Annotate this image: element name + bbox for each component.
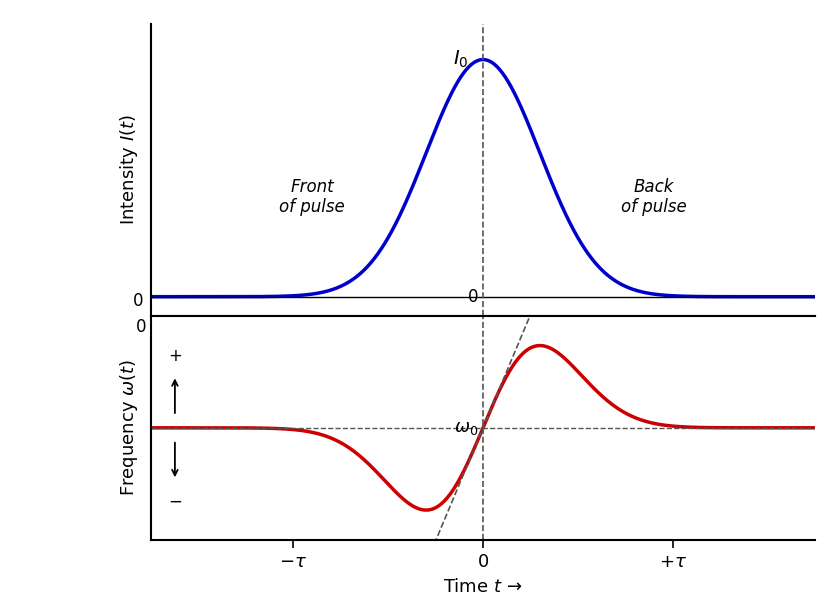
Text: $-$: $-$ — [168, 492, 182, 510]
Text: $I_0$: $I_0$ — [454, 49, 469, 70]
Text: $\omega_0$: $\omega_0$ — [454, 419, 478, 437]
X-axis label: Time $t$ →: Time $t$ → — [444, 578, 522, 596]
Text: $0$: $0$ — [132, 292, 144, 310]
Text: $0$: $0$ — [467, 287, 478, 305]
Y-axis label: Intensity $I(t)$: Intensity $I(t)$ — [118, 115, 140, 225]
Text: $+$: $+$ — [168, 347, 182, 365]
Y-axis label: Frequency $\omega(t)$: Frequency $\omega(t)$ — [118, 359, 140, 496]
Text: Back
of pulse: Back of pulse — [621, 178, 686, 217]
Text: $0$: $0$ — [135, 318, 146, 336]
Text: Front
of pulse: Front of pulse — [280, 178, 345, 217]
